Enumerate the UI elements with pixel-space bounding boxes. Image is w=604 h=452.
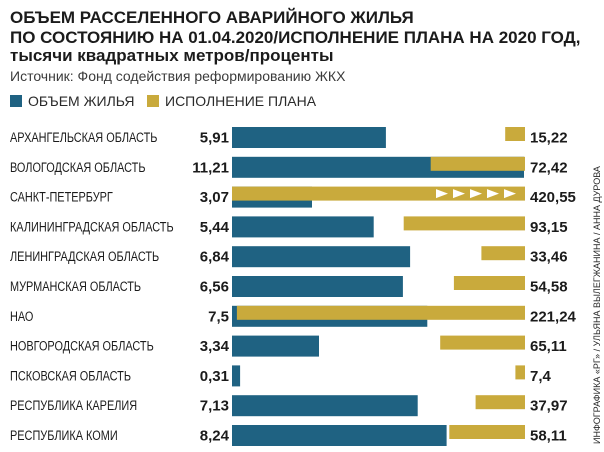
value-label-volume: 11,21 — [192, 159, 229, 176]
value-label-volume: 6,56 — [200, 279, 229, 296]
chart-title-line-1: ОБЪЕМ РАССЕЛЕННОГО АВАРИЙНОГО ЖИЛЬЯ — [10, 8, 414, 27]
value-label-plan: 33,46 — [530, 249, 568, 266]
value-label-plan: 420,55 — [530, 189, 576, 206]
bar-plan — [430, 156, 525, 171]
region-label: РЕСПУБЛИКА КОМИ — [10, 428, 118, 444]
bar-row: ПСКОВСКАЯ ОБЛАСТЬ 0,31 7,4 — [10, 365, 552, 387]
legend-label-volume: ОБЪЕМ ЖИЛЬЯ — [28, 93, 134, 109]
legend-swatch-volume — [10, 95, 22, 107]
bar-plan-overflow-arrow — [504, 189, 516, 199]
value-label-volume: 5,44 — [200, 219, 230, 236]
bar-volume — [232, 395, 418, 417]
bar-row: РЕСПУБЛИКА КОМИ 8,24 58,11 — [10, 425, 567, 446]
bar-row: НОВГОРОДСКАЯ ОБЛАСТЬ 3,34 65,11 — [10, 335, 567, 357]
bar-volume — [232, 365, 241, 387]
bar-plan — [440, 335, 525, 350]
bar-plan — [236, 305, 525, 320]
value-label-plan: 58,11 — [530, 428, 567, 445]
chart-rows: АРХАНГЕЛЬСКАЯ ОБЛАСТЬ 5,91 15,22 ВОЛОГОДСКА… — [10, 127, 577, 446]
value-label-volume: 7,5 — [208, 308, 229, 325]
credit-line: ИНФОГРАФИКА «РГ» / УЛЬЯНА ВЫЛЕГЖАНИНА / … — [592, 166, 602, 444]
value-label-plan: 37,97 — [530, 398, 568, 415]
bar-plan — [475, 395, 525, 410]
value-label-plan: 72,42 — [530, 159, 568, 176]
value-label-plan: 7,4 — [530, 368, 552, 385]
region-label: ЛЕНИНГРАДСКАЯ ОБЛАСТЬ — [10, 249, 159, 265]
value-label-plan: 93,15 — [530, 219, 568, 236]
bar-volume — [232, 127, 386, 148]
bar-plan-overflow-arrow — [453, 189, 465, 199]
bar-volume — [232, 425, 447, 446]
bar-volume — [232, 335, 319, 357]
bar-row: МУРМАНСКАЯ ОБЛАСТЬ 6,56 54,58 — [10, 276, 568, 297]
value-label-volume: 7,13 — [200, 398, 229, 415]
region-label: САНКТ-ПЕТЕРБУРГ — [10, 189, 113, 205]
bar-row: ЛЕНИНГРАДСКАЯ ОБЛАСТЬ 6,84 33,46 — [10, 246, 568, 268]
region-label: НАО — [10, 309, 34, 325]
legend-label-plan: ИСПОЛНЕНИЕ ПЛАНА — [165, 93, 317, 109]
value-label-volume: 6,84 — [200, 249, 230, 266]
value-label-volume: 0,31 — [200, 368, 229, 385]
bar-row: САНКТ-ПЕТЕРБУРГ 3,07 420,55 — [10, 186, 576, 208]
bar-plan — [505, 127, 525, 141]
bar-plan-overflow-arrow — [436, 189, 448, 199]
bar-row: АРХАНГЕЛЬСКАЯ ОБЛАСТЬ 5,91 15,22 — [10, 127, 568, 148]
region-label: ПСКОВСКАЯ ОБЛАСТЬ — [10, 368, 131, 384]
legend: ОБЪЕМ ЖИЛЬЯ ИСПОЛНЕНИЕ ПЛАНА — [10, 93, 317, 109]
region-label: ВОЛОГОДСКАЯ ОБЛАСТЬ — [10, 160, 146, 176]
bar-plan-overflow-arrow — [487, 189, 499, 199]
bar-plan — [403, 216, 525, 231]
chart-subtitle: тысячи квадратных метров/проценты — [10, 46, 334, 65]
legend-swatch-plan — [147, 95, 159, 107]
chart-header: ОБЪЕМ РАССЕЛЕННОГО АВАРИЙНОГО ЖИЛЬЯ ПО С… — [10, 8, 581, 84]
bar-plan-overflow-arrow — [470, 189, 482, 199]
bar-volume — [232, 216, 374, 238]
bar-plan — [449, 425, 525, 439]
chart-title-line-2: ПО СОСТОЯНИЮ НА 01.04.2020/ИСПОЛНЕНИЕ ПЛ… — [10, 28, 581, 47]
bar-plan — [453, 276, 525, 290]
bar-plan — [232, 186, 525, 201]
value-label-volume: 8,24 — [200, 428, 230, 445]
bar-row: ВОЛОГОДСКАЯ ОБЛАСТЬ 11,21 72,42 — [10, 156, 568, 178]
value-label-plan: 15,22 — [530, 130, 568, 147]
value-label-volume: 5,91 — [200, 130, 229, 147]
bar-plan — [481, 246, 525, 261]
value-label-plan: 65,11 — [530, 338, 567, 355]
bar-row: НАО 7,5 221,24 — [10, 305, 577, 327]
region-label: НОВГОРОДСКАЯ ОБЛАСТЬ — [10, 338, 154, 354]
value-label-volume: 3,34 — [200, 338, 230, 355]
region-label: МУРМАНСКАЯ ОБЛАСТЬ — [10, 279, 141, 295]
region-label: АРХАНГЕЛЬСКАЯ ОБЛАСТЬ — [10, 130, 157, 146]
bar-volume — [232, 276, 403, 297]
value-label-plan: 221,24 — [530, 308, 577, 325]
bar-volume — [232, 246, 411, 268]
bar-row: КАЛИНИНГРАДСКАЯ ОБЛАСТЬ 5,44 93,15 — [10, 216, 568, 238]
source-note: Источник: Фонд содействия реформированию… — [10, 68, 346, 84]
bar-plan — [515, 365, 525, 380]
value-label-plan: 54,58 — [530, 279, 568, 296]
region-label: КАЛИНИНГРАДСКАЯ ОБЛАСТЬ — [10, 219, 174, 235]
region-label: РЕСПУБЛИКА КАРЕЛИЯ — [10, 398, 137, 414]
value-label-volume: 3,07 — [200, 189, 229, 206]
bar-row: РЕСПУБЛИКА КАРЕЛИЯ 7,13 37,97 — [10, 395, 568, 417]
